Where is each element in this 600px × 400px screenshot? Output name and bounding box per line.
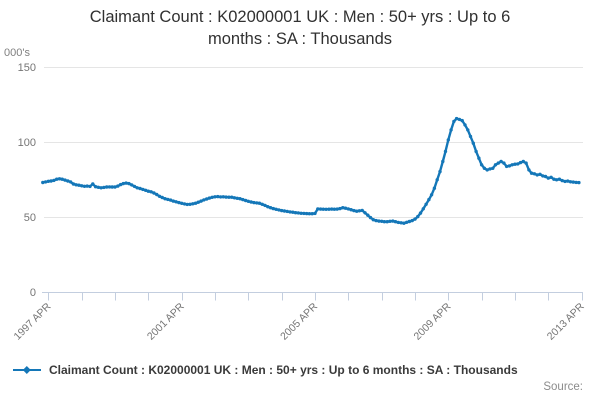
legend-label: Claimant Count : K02000001 UK : Men : 50… (49, 363, 518, 377)
svg-text:100: 100 (18, 137, 36, 149)
svg-text:150: 150 (18, 62, 36, 74)
y-tick-labels: 0 50 100 150 (18, 62, 36, 299)
svg-text:50: 50 (24, 212, 36, 224)
svg-text:2005 APR: 2005 APR (278, 300, 320, 342)
y-gridlines (44, 67, 583, 218)
x-axis (42, 292, 583, 301)
legend-line-marker-icon (13, 366, 41, 374)
legend: Claimant Count : K02000001 UK : Men : 50… (12, 363, 518, 377)
x-tick-labels: 1997 APR 2001 APR 2005 APR 2009 APR 2013 APR (12, 300, 587, 342)
svg-text:2001 APR: 2001 APR (145, 300, 187, 342)
svg-text:0: 0 (30, 287, 36, 299)
series-points (41, 116, 581, 225)
svg-text:2013 APR: 2013 APR (545, 300, 587, 342)
source-label: Source: (543, 381, 583, 393)
chart-title: Claimant Count : K02000001 UK : Men : 50… (89, 8, 511, 48)
svg-text:2009 APR: 2009 APR (412, 300, 454, 342)
series-line (41, 117, 581, 225)
y-axis-unit-label: 000's (4, 47, 30, 59)
svg-text:1997 APR: 1997 APR (12, 300, 54, 342)
